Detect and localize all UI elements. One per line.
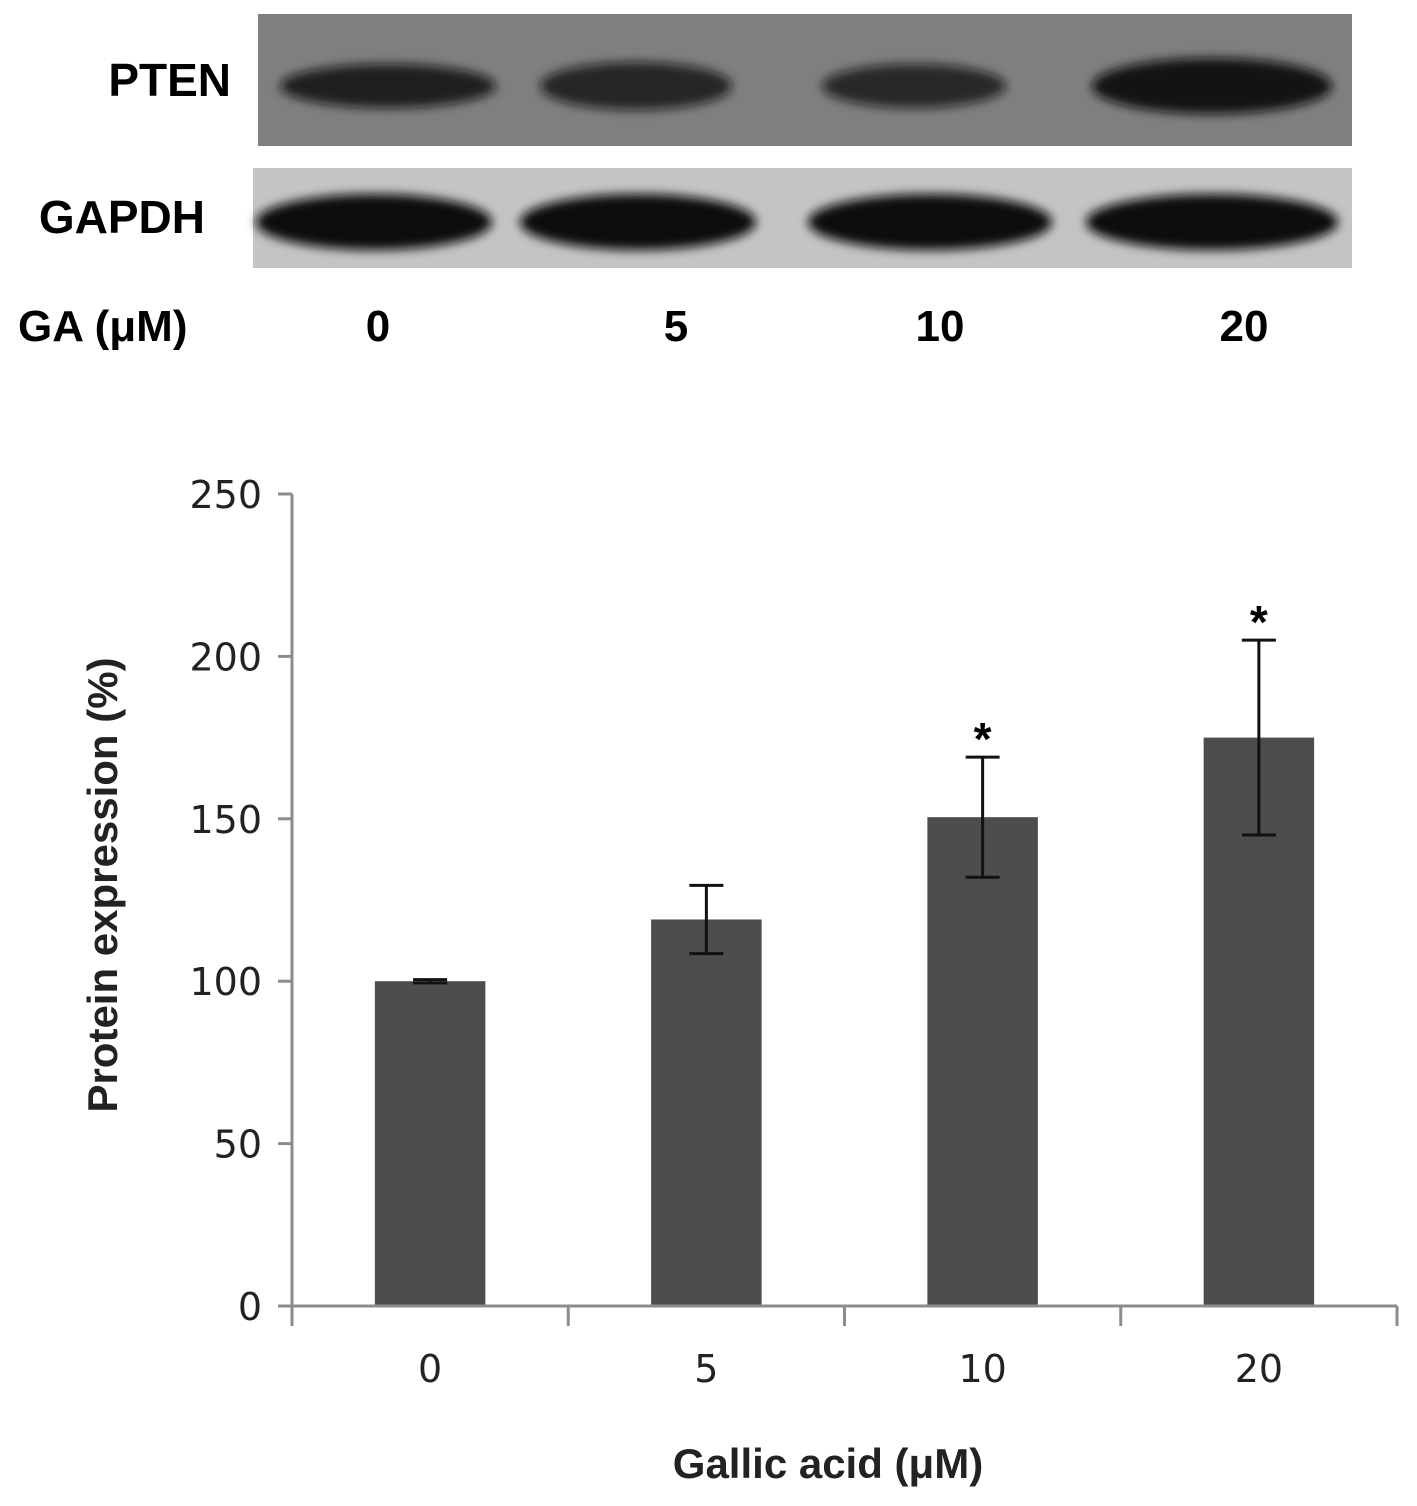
- x-tick-label: 5: [694, 1347, 718, 1391]
- x-tick-label: 20: [1235, 1347, 1283, 1391]
- y-tick-label: 0: [238, 1285, 262, 1329]
- dose-label: GA (μM): [18, 302, 187, 351]
- bar: [651, 919, 762, 1306]
- gapdh-band: [808, 194, 1052, 250]
- dose-10: 10: [916, 302, 965, 351]
- bar: [374, 981, 486, 1306]
- bars: [374, 737, 1315, 1306]
- significance-marks: **: [974, 596, 1268, 765]
- x-tick-label: 0: [418, 1347, 442, 1391]
- x-axis-title: Gallic acid (μM): [673, 1440, 983, 1487]
- western-blot: PTEN GAPDH GA (μM) 0 5 10 20: [18, 14, 1352, 351]
- pten-band: [822, 64, 1006, 108]
- gapdh-label: GAPDH: [39, 191, 205, 243]
- x-tick-label: 10: [958, 1347, 1006, 1391]
- error-bars: [413, 638, 1276, 985]
- y-tick-label: 200: [189, 635, 262, 679]
- y-tick-label: 100: [189, 960, 262, 1004]
- dose-0: 0: [366, 302, 390, 351]
- pten-band: [1092, 58, 1332, 114]
- pten-label: PTEN: [108, 54, 231, 106]
- gapdh-band: [256, 194, 492, 250]
- y-tick-label: 150: [189, 798, 262, 842]
- x-axis-ticks: 0 5 10 20: [290, 1306, 1399, 1391]
- dose-5: 5: [664, 302, 688, 351]
- pten-band: [540, 62, 732, 110]
- dose-20: 20: [1220, 302, 1269, 351]
- y-tick-label: 50: [214, 1123, 262, 1167]
- gapdh-bands: [256, 194, 1338, 250]
- y-axis-ticks: 0 50 100 150 200 250: [189, 473, 292, 1329]
- gapdh-band: [1086, 194, 1338, 250]
- y-axis-title: Protein expression (%): [79, 657, 126, 1112]
- y-tick-label: 250: [189, 473, 262, 517]
- significance-asterisk: *: [974, 713, 992, 765]
- bar: [927, 817, 1038, 1306]
- pten-band: [280, 64, 496, 108]
- significance-asterisk: *: [1250, 596, 1268, 648]
- gapdh-band: [520, 194, 756, 250]
- pten-bands: [280, 58, 1332, 114]
